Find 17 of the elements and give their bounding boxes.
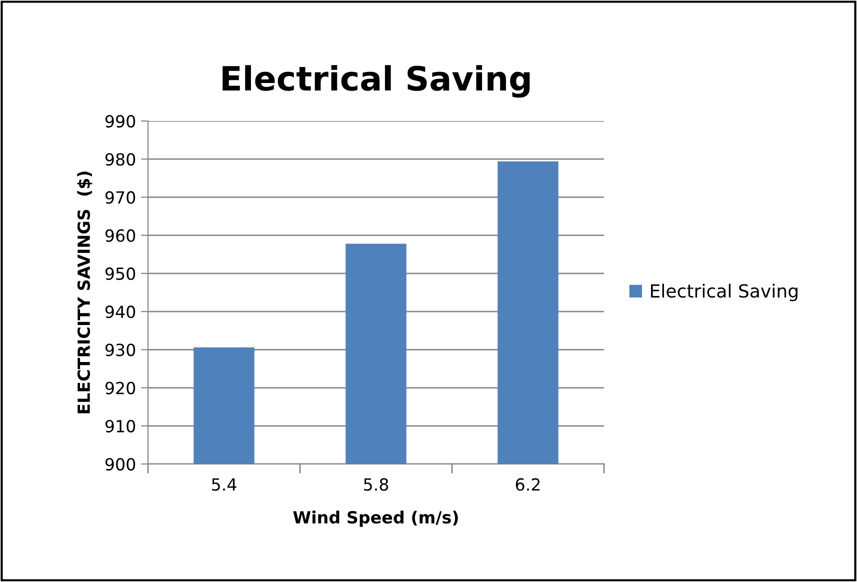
y-tick-label: 930 — [105, 344, 136, 356]
y-tick-label: 950 — [105, 267, 136, 280]
x-tick-label: 6.2 — [516, 478, 540, 491]
y-tick-label: 970 — [105, 191, 136, 204]
y-tick-label: 900 — [105, 458, 136, 471]
y-tick-label: 940 — [105, 306, 136, 318]
y-tick-label: 980 — [105, 153, 136, 166]
y-tick-label: 920 — [105, 382, 136, 394]
y-tick-label: 960 — [105, 229, 136, 242]
x-tick-label: 5.4 — [212, 478, 236, 491]
y-axis-title: ELECTRICITY SAVINGS ($) — [77, 172, 92, 414]
x-axis-title: Wind Speed (m/s) — [293, 510, 458, 527]
y-tick-label: 910 — [105, 420, 136, 432]
x-tick-label: 5.8 — [364, 478, 388, 491]
chart-title: Electrical Saving — [222, 65, 530, 98]
legend-label: Electrical Saving — [651, 284, 798, 302]
y-tick-label: 990 — [105, 114, 136, 128]
